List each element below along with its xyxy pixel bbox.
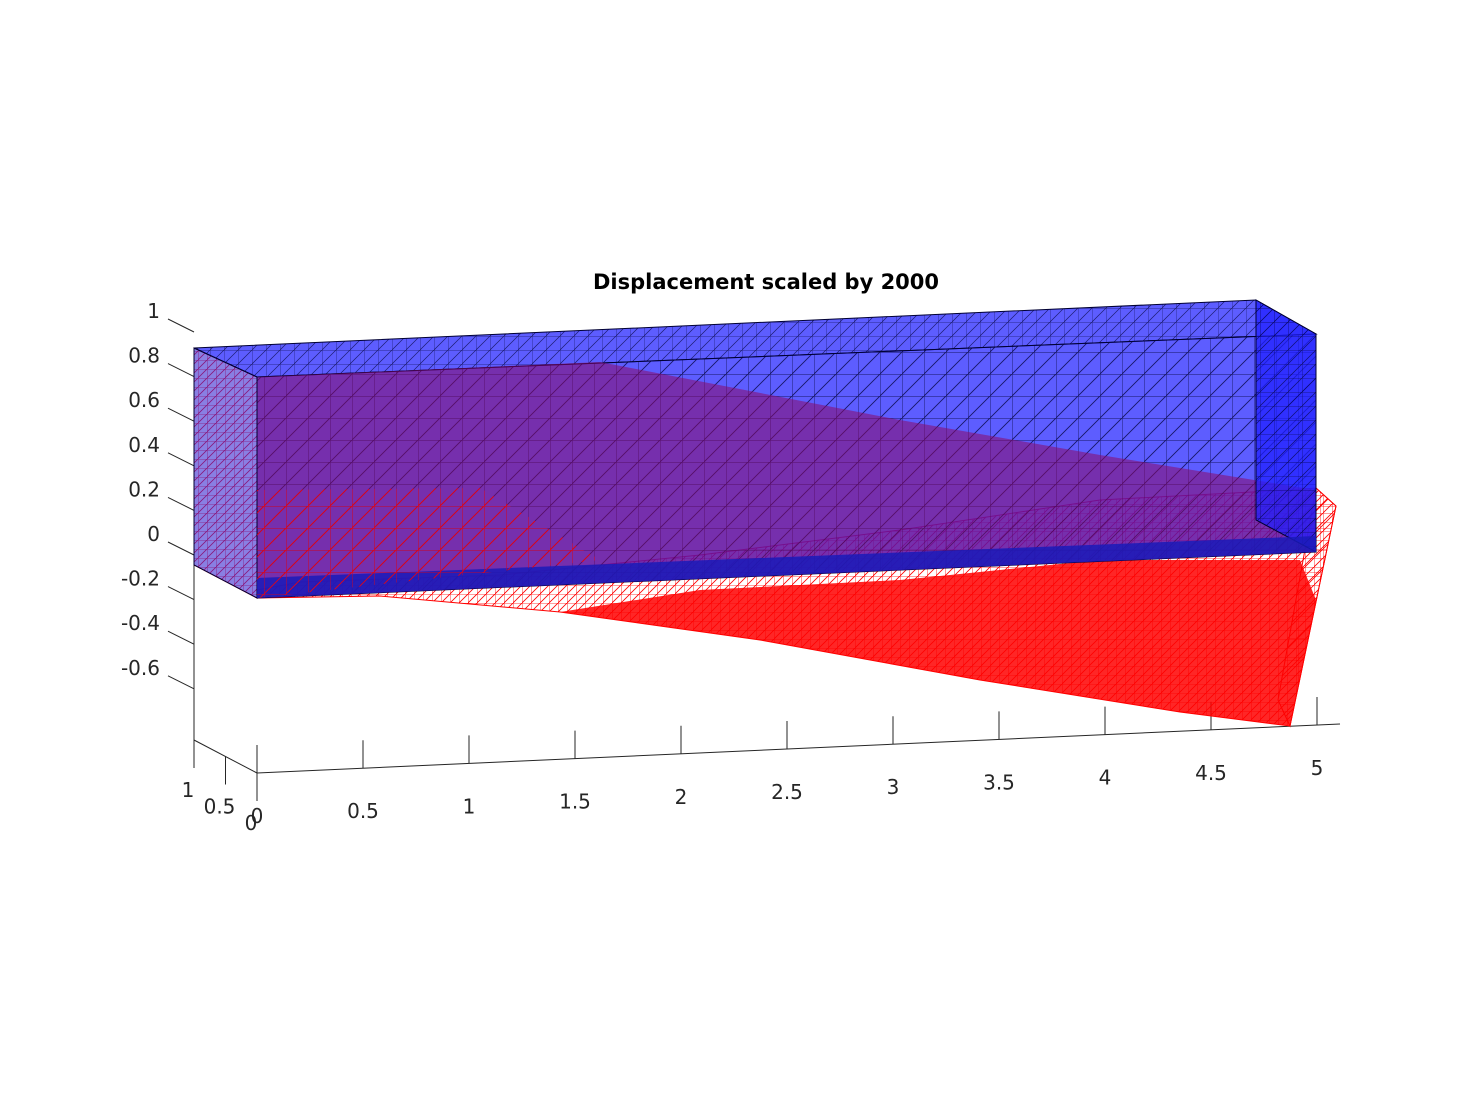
x-tick-label: 2.5 [771,780,803,804]
x-tick-labels: 0 0.5 1 1.5 2 2.5 3 3.5 4 4.5 5 [251,756,1324,828]
undeformed-top-face-mesh [194,300,1316,377]
y-tick-label: 0 [245,811,258,835]
z-tick-labels: 1 0.8 0.6 0.4 0.2 0 -0.2 -0.4 -0.6 [121,299,160,680]
z-tick-label: 1 [147,299,160,323]
deformed-mesh-dense [560,560,1316,726]
z-tick-label: 0.2 [128,477,160,501]
z-tick-mark [167,586,195,601]
z-tick-mark [167,318,195,333]
x-tick-label: 4.5 [1195,761,1227,785]
x-tick-label: 3.5 [983,770,1015,794]
x-tick-label: 4 [1099,766,1112,790]
z-tick-label: 0.4 [128,433,160,457]
deformed-near-root-overlay [257,488,600,598]
z-tick-mark [167,496,195,511]
z-tick-mark [167,630,195,645]
z-tick-label: -0.6 [121,656,160,680]
z-tick-label: 0 [147,522,160,546]
z-tick-label: 0.8 [128,344,160,368]
x-tick-label: 0 [251,804,264,828]
x-tick-label: 2 [675,785,688,809]
x-axis-line [256,723,1341,774]
y-tick-label: 0.5 [204,795,236,819]
x-tick-label: 1.5 [559,790,591,814]
z-tick-label: 0.6 [128,388,160,412]
undeformed-end-face-mesh [1256,300,1316,552]
z-tick-mark [167,407,195,422]
undeformed-mesh-series [193,299,1318,599]
undeformed-root-face [193,347,258,599]
z-tick-label: -0.2 [121,567,160,591]
x-tick-label: 1 [463,794,476,818]
z-tick-label: -0.4 [121,611,160,635]
ticks [167,318,1318,801]
y-tick-labels: 00.51 [182,778,258,835]
chart-title: Displacement scaled by 2000 [593,270,939,294]
z-tick-mark [167,363,195,378]
x-tick-label: 5 [1311,756,1324,780]
x-tick-label: 0.5 [347,799,379,823]
y-tick-label: 1 [182,778,195,802]
z-tick-mark [167,675,195,690]
x-tick-label: 3 [887,775,900,799]
undeformed-bottom-edge [257,536,1316,598]
z-tick-mark [167,541,195,556]
z-tick-mark [167,452,195,467]
